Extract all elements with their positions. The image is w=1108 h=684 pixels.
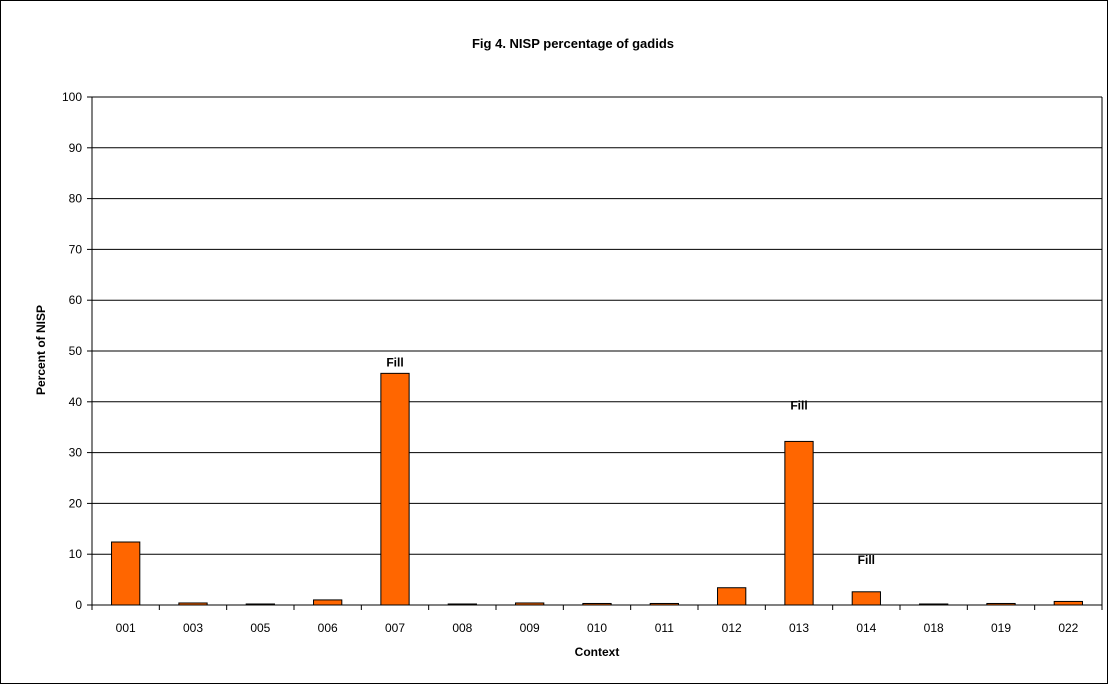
bars [111,372,1083,606]
x-tick-label: 014 [856,621,876,635]
bar-022 [1053,600,1083,606]
y-tick-label: 80 [69,192,83,206]
bar-012 [717,587,747,606]
y-tick-label: 40 [69,395,83,409]
gridlines [91,96,1103,606]
x-tick-label: 008 [452,621,472,635]
x-tick-label: 013 [789,621,809,635]
x-tick-label: 012 [722,621,742,635]
bar-013 [784,440,814,606]
x-tick-label: 003 [183,621,203,635]
y-tick-label: 90 [69,141,83,155]
x-tick-label: 009 [520,621,540,635]
chart-title: Fig 4. NISP percentage of gadids [472,36,674,51]
x-tick-label: 018 [924,621,944,635]
x-tick-label: 011 [655,621,674,635]
y-tick-label: 20 [69,496,83,510]
annotation-fill: Fill [386,355,403,369]
annotation-fill: Fill [858,553,875,567]
annotations: Fill Fill Fill [386,355,875,566]
x-tick-label: 007 [385,621,405,635]
x-tick-label: 010 [587,621,607,635]
annotation-fill: Fill [790,398,807,412]
y-tick-label: 100 [62,90,82,104]
bar-007 [380,372,410,606]
y-tick-label: 30 [69,446,83,460]
y-tick-label: 60 [69,293,83,307]
x-tick-label: 019 [991,621,1011,635]
bar-006 [313,599,343,606]
y-tick-label: 70 [69,242,83,256]
y-axis-ticks: 0 10 20 30 40 50 60 70 80 90 100 [62,90,92,612]
y-tick-label: 10 [69,547,83,561]
x-tick-label: 022 [1058,621,1078,635]
x-tick-label: 006 [318,621,338,635]
x-tick-label: 005 [250,621,270,635]
y-axis-label: Percent of NISP [34,305,48,395]
x-tick-label: 001 [116,621,136,635]
y-tick-label: 50 [69,344,83,358]
bar-014 [851,591,881,606]
x-axis-label: Context [575,645,620,659]
x-axis-ticks: 001 003 005 006 007 008 009 010 011 012 013 014 018 0… [91,604,1103,635]
y-tick-label: 0 [75,598,82,612]
bar-001 [111,541,141,606]
